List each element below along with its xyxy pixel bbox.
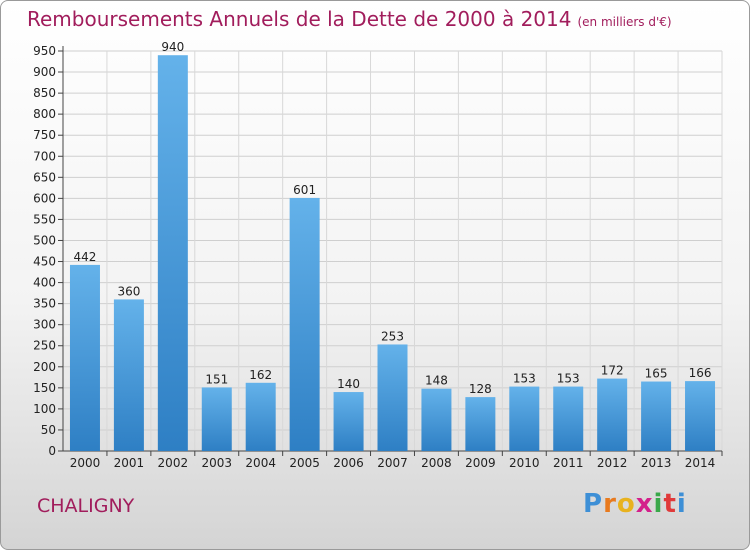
chart-unit-note: (en milliers d'€) <box>577 15 672 29</box>
bar-2012 <box>597 378 628 451</box>
bar-2001 <box>113 299 144 451</box>
y-tick-label: 950 <box>33 44 56 58</box>
x-tick-label: 2011 <box>553 456 584 470</box>
x-tick-label: 2004 <box>245 456 276 470</box>
logo-letter: P <box>583 489 604 519</box>
y-tick-label: 50 <box>41 423 56 437</box>
logo-letter: i <box>653 489 664 519</box>
y-tick-label: 200 <box>33 360 56 374</box>
chart-title: Remboursements Annuels de la Dette de 20… <box>27 7 672 31</box>
x-tick-label: 2012 <box>597 456 628 470</box>
value-label: 253 <box>381 329 404 343</box>
y-tick-label: 600 <box>33 191 56 205</box>
x-tick-label: 2013 <box>641 456 672 470</box>
bar-2006 <box>333 392 364 451</box>
y-tick-label: 650 <box>33 170 56 184</box>
bar-2010 <box>509 386 540 451</box>
bar-2014 <box>685 381 716 451</box>
logo-letter: x <box>635 489 654 519</box>
y-tick-label: 450 <box>33 255 56 269</box>
value-label: 166 <box>689 366 712 380</box>
axes: 0 50 100 150 200 250 300 350 400 450 500 550 600 650 7… <box>33 44 723 470</box>
logo-letter: r <box>603 489 617 519</box>
x-tick-label: 2001 <box>114 456 145 470</box>
bar-2004 <box>245 382 276 451</box>
y-tick-label: 350 <box>33 297 56 311</box>
proxiti-logo[interactable]: Proxiti <box>583 489 687 519</box>
value-label: 140 <box>337 377 360 391</box>
value-labels: 442 360 940 151 162 601 140 253 148 128 153 153 172 1… <box>74 40 712 396</box>
bar-2002 <box>157 55 188 452</box>
value-label: 153 <box>557 372 580 386</box>
logo-letter: i <box>676 489 687 519</box>
y-tick-label: 900 <box>33 65 56 79</box>
value-label: 153 <box>513 372 536 386</box>
y-tick-label: 250 <box>33 339 56 353</box>
x-tick-label: 2008 <box>421 456 452 470</box>
y-tick-label: 500 <box>33 233 56 247</box>
logo-letter: t <box>663 489 677 519</box>
value-label: 442 <box>74 250 97 264</box>
bar-2000 <box>69 264 100 451</box>
bar-2005 <box>289 197 320 451</box>
x-tick-label: 2006 <box>333 456 364 470</box>
value-label: 360 <box>117 284 140 298</box>
x-tick-label: 2014 <box>685 456 716 470</box>
value-label: 128 <box>469 382 492 396</box>
y-tick-label: 750 <box>33 128 56 142</box>
bar-2007 <box>377 344 408 451</box>
bar-2003 <box>201 387 232 451</box>
bar-2011 <box>553 386 584 451</box>
x-tick-label: 2010 <box>509 456 540 470</box>
value-label: 601 <box>293 183 316 197</box>
y-tick-label: 400 <box>33 276 56 290</box>
x-tick-label: 2002 <box>158 456 189 470</box>
y-tick-label: 300 <box>33 318 56 332</box>
value-label: 165 <box>645 367 668 381</box>
y-tick-label: 850 <box>33 86 56 100</box>
place-name: CHALIGNY <box>37 495 135 517</box>
y-tick-label: 100 <box>33 402 56 416</box>
x-tick-label: 2007 <box>377 456 408 470</box>
value-label: 151 <box>205 372 228 386</box>
bar-2009 <box>465 397 496 451</box>
y-tick-label: 150 <box>33 381 56 395</box>
y-tick-label: 800 <box>33 107 56 121</box>
value-label: 172 <box>601 364 624 378</box>
y-tick-label: 0 <box>48 444 56 458</box>
bar-2013 <box>641 381 672 451</box>
x-tick-label: 2005 <box>289 456 320 470</box>
x-tick-label: 2009 <box>465 456 496 470</box>
bar-2008 <box>421 388 452 451</box>
logo-letter: o <box>616 489 636 519</box>
y-tick-label: 550 <box>33 212 56 226</box>
y-tick-label: 700 <box>33 149 56 163</box>
value-label: 148 <box>425 374 448 388</box>
x-tick-label: 2003 <box>201 456 232 470</box>
value-label: 162 <box>249 368 272 382</box>
x-tick-label: 2000 <box>70 456 101 470</box>
chart-title-text: Remboursements Annuels de la Dette de 20… <box>27 7 572 31</box>
value-label: 940 <box>161 40 184 54</box>
bars <box>69 55 716 452</box>
